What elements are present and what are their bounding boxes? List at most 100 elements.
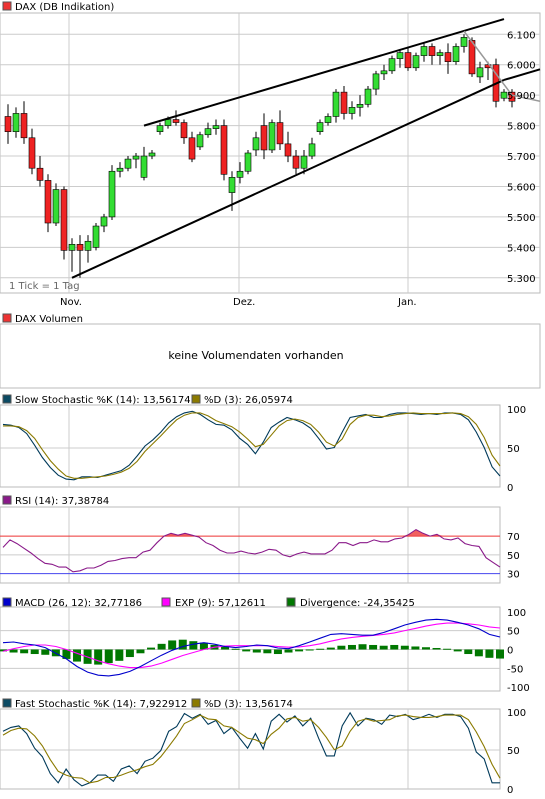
divergence-bar (369, 644, 378, 650)
divergence-bar (474, 649, 483, 657)
rsi-swatch (2, 495, 12, 505)
divergence-bar (252, 649, 261, 653)
divergence-bar (295, 649, 304, 652)
candle-body (156, 125, 164, 132)
candle-body (212, 125, 220, 129)
slow-stoch-panel-frame (0, 404, 501, 488)
divergence-bar (20, 649, 29, 654)
candle-body (12, 113, 20, 132)
candle-body (476, 67, 484, 78)
candle-body (260, 125, 268, 151)
divergence-bar (453, 649, 462, 652)
divergence-bar (73, 649, 82, 662)
divergence-bar (242, 649, 251, 652)
candle-body (84, 240, 92, 251)
volume-message: keine Volumendaten vorhanden (168, 349, 343, 362)
y-tick-label: 50 (507, 746, 520, 757)
divergence-bar (432, 647, 441, 650)
main-y-tick: 5.400 (507, 243, 536, 254)
divergence-bar (284, 649, 293, 653)
series-line (2, 410, 501, 481)
rsi-lines (0, 528, 501, 575)
divergence-bar (125, 649, 134, 658)
div-legend: Divergence: -24,35425 (300, 598, 415, 609)
main-y-tick: 5.800 (507, 122, 536, 133)
fast-stoch-panel-frame (0, 708, 501, 790)
divergence-bar (178, 639, 187, 650)
candle-body (268, 122, 276, 151)
candle-body (244, 152, 252, 172)
trendline (143, 18, 505, 127)
candle-body (404, 52, 412, 69)
candle-body (60, 189, 68, 251)
y-tick-label: 50 (507, 551, 520, 562)
candle-body (188, 137, 196, 160)
candle-body (204, 128, 212, 136)
candle-body (68, 244, 76, 251)
macd-lines (0, 618, 504, 677)
divergence-bar (421, 647, 430, 650)
candle-body (348, 107, 356, 114)
candle-body (284, 143, 292, 157)
fast-k-legend: Fast Stochastic %K (14): 7,922912 (15, 699, 187, 710)
candle-body (292, 155, 300, 169)
candle-body (132, 155, 140, 160)
candle-body (436, 52, 444, 56)
divergence-bar (41, 649, 50, 655)
candle-body (500, 91, 508, 99)
y-tick-label: 0 (507, 646, 513, 657)
candle-body (380, 70, 388, 75)
y-tick-label: 30 (507, 570, 520, 581)
candle-body (340, 91, 348, 114)
y-tick-label: 0 (507, 785, 513, 796)
candle-body (116, 167, 124, 172)
main-y-axis: 6.100 6.000 5.900 5.800 5.700 5.600 5.500 5.400… (507, 30, 536, 284)
divergence-bar (263, 649, 272, 654)
candle-body (44, 180, 52, 224)
candle-body (36, 167, 44, 181)
y-tick-label: 50 (507, 627, 520, 638)
candle-body (460, 37, 468, 47)
divergence-bar (199, 642, 208, 650)
main-y-tick: 5.300 (507, 274, 536, 285)
divergence-bar (305, 649, 314, 651)
candle-body (100, 216, 108, 227)
candle-body (228, 177, 236, 193)
candle-body (412, 55, 420, 69)
series-line (2, 528, 501, 573)
divergence-bar (62, 649, 71, 659)
candle-body (124, 158, 132, 169)
main-y-tick: 6.100 (507, 30, 536, 41)
candle-body (308, 143, 316, 157)
ema-legend: EXP (9): 57,12611 (175, 598, 266, 609)
candle-body (52, 189, 60, 224)
main-y-tick: 5.700 (507, 152, 536, 163)
divergence-bar (390, 644, 399, 650)
main-y-tick: 5.900 (507, 91, 536, 102)
slow-stoch-y-axis: 100 50 0 (507, 405, 526, 494)
series-line (3, 412, 501, 479)
ema-swatch (161, 597, 171, 607)
main-y-tick: 5.600 (507, 182, 536, 193)
divergence-bar (443, 648, 452, 650)
candle-body (76, 244, 84, 251)
macd-swatch (2, 597, 12, 607)
series-line (2, 711, 500, 787)
candle-body (140, 155, 148, 178)
volume-legend: DAX Volumen (15, 314, 83, 325)
candle-body (276, 122, 284, 145)
divergence-bar (147, 647, 156, 650)
y-tick-label: 0 (507, 483, 513, 494)
candle-body (236, 170, 244, 178)
main-legend-swatch (2, 1, 12, 11)
x-label-dez: Dez. (233, 297, 255, 308)
candle-body (20, 113, 28, 139)
divergence-bar (316, 648, 325, 650)
divergence-bar (221, 646, 230, 650)
macd-legend: MACD (26, 12): 32,77186 (15, 598, 142, 609)
candles (4, 34, 516, 278)
candle-body (324, 116, 332, 123)
y-tick-label: -100 (507, 683, 530, 694)
y-tick-label: 100 (507, 708, 526, 719)
